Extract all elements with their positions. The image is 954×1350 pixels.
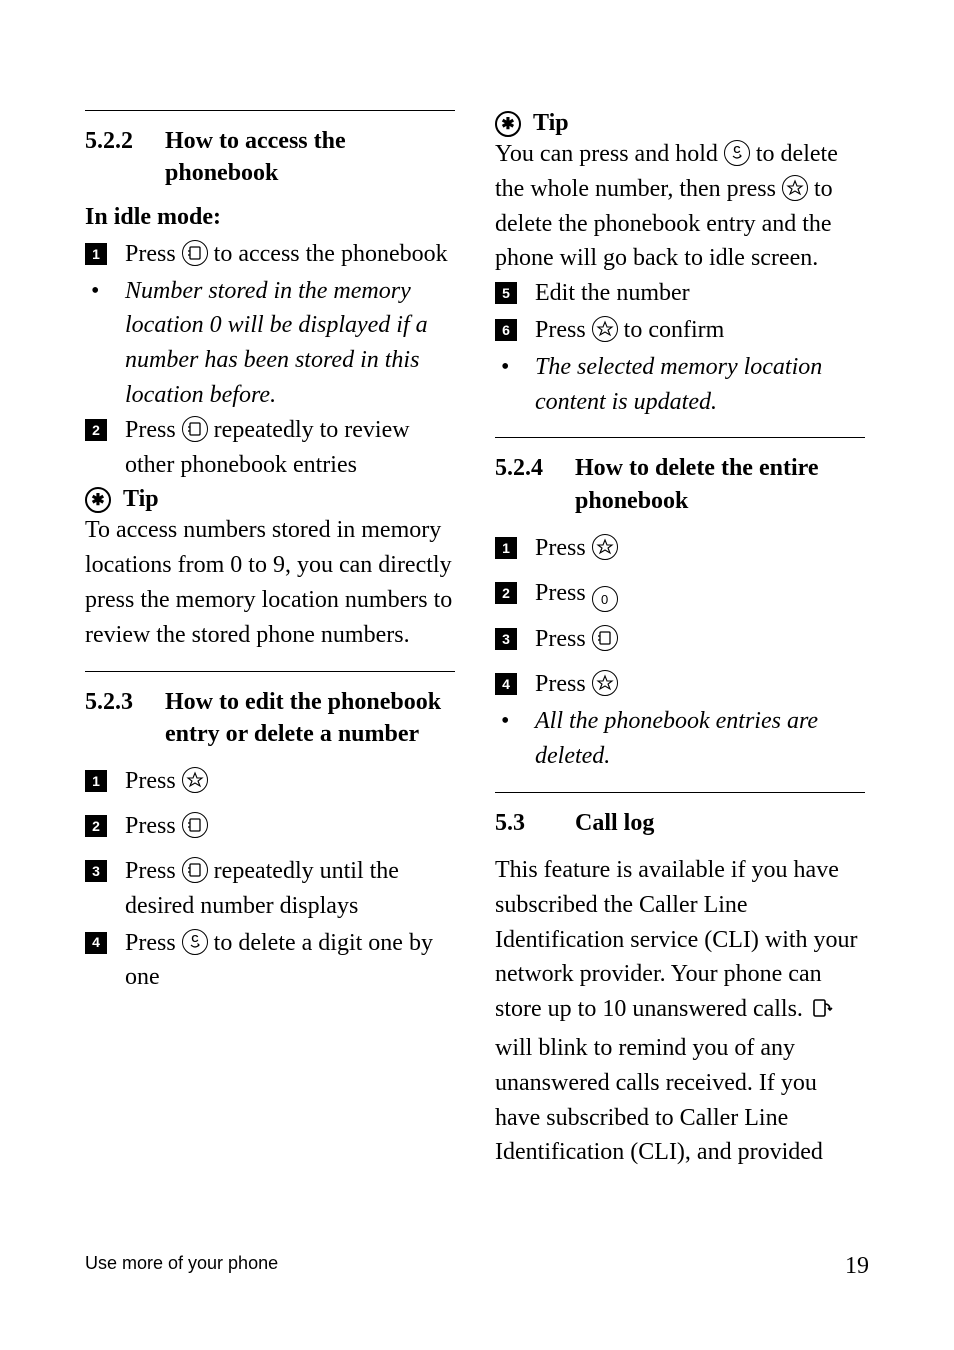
heading-number: 5.2.4 xyxy=(495,452,575,517)
tip-heading: ✱ Tip xyxy=(495,110,865,137)
step-text: Press repeatedly to review other phonebo… xyxy=(125,413,455,483)
step-badge: 4 xyxy=(495,673,517,695)
step-badge: 1 xyxy=(85,243,107,265)
divider xyxy=(85,671,455,672)
step-badge: 3 xyxy=(85,860,107,882)
tip-icon: ✱ xyxy=(85,487,111,513)
del-step-3: 3 Press xyxy=(495,622,865,657)
right-column: ✱ Tip You can press and hold to delete t… xyxy=(495,110,865,1170)
heading-number: 5.3 xyxy=(495,807,575,839)
tip-heading: ✱ Tip xyxy=(85,486,455,513)
tip-body: To access numbers stored in memory locat… xyxy=(85,513,455,652)
page-footer: Use more of your phone 19 xyxy=(85,1253,869,1280)
footer-section-label: Use more of your phone xyxy=(85,1253,278,1280)
del-step-2: 2 Press 0 xyxy=(495,576,865,613)
heading-title: How to delete the entire phonebook xyxy=(575,452,865,517)
step-text: Edit the number xyxy=(535,276,865,311)
note-text: The selected memory location content is … xyxy=(535,350,865,420)
step-6: 6 Press to confirm xyxy=(495,313,865,348)
program-icon xyxy=(592,534,618,560)
phonebook-icon xyxy=(182,857,208,883)
delete-icon xyxy=(182,929,208,955)
phonebook-icon xyxy=(592,625,618,651)
step-badge: 2 xyxy=(85,815,107,837)
heading-5-2-3: 5.2.3 How to edit the phonebook entry or… xyxy=(85,686,455,751)
note-text: Number stored in the memory location 0 w… xyxy=(125,274,455,413)
step-badge: 1 xyxy=(85,770,107,792)
heading-title: Call log xyxy=(575,807,865,839)
step-badge: 2 xyxy=(495,582,517,604)
heading-5-2-2: 5.2.2 How to access the phonebook xyxy=(85,110,455,190)
del-step-1: 1 Press xyxy=(495,531,865,566)
tip-label: Tip xyxy=(533,110,569,137)
heading-number: 5.2.2 xyxy=(85,125,165,190)
edit-step-2: 2 Press xyxy=(85,809,455,844)
page-body: 5.2.2 How to access the phonebook In idl… xyxy=(0,0,954,1170)
program-icon xyxy=(182,767,208,793)
step-text: Press to access the phonebook xyxy=(125,237,455,272)
page-number: 19 xyxy=(845,1253,869,1280)
step-1: 1 Press to access the phonebook xyxy=(85,237,455,272)
tip-body: You can press and hold to delete the who… xyxy=(495,137,865,276)
tip-label: Tip xyxy=(123,486,159,513)
step-2: 2 Press repeatedly to review other phone… xyxy=(85,413,455,483)
edit-step-3: 3 Press repeatedly until the desired num… xyxy=(85,854,455,924)
phonebook-icon xyxy=(182,240,208,266)
calllog-icon xyxy=(809,996,835,1031)
heading-title: How to access the phonebook xyxy=(165,125,455,190)
note-bullet: • All the phonebook entries are deleted. xyxy=(495,704,865,774)
left-column: 5.2.2 How to access the phonebook In idl… xyxy=(85,110,455,1170)
program-icon xyxy=(782,175,808,201)
idle-mode-label: In idle mode: xyxy=(85,204,455,231)
heading-5-2-4: 5.2.4 How to delete the entire phonebook xyxy=(495,437,865,517)
edit-step-4: 4 Press to delete a digit one by one xyxy=(85,926,455,996)
note-bullet: • The selected memory location content i… xyxy=(495,350,865,420)
step-badge: 3 xyxy=(495,628,517,650)
zero-key-icon: 0 xyxy=(592,586,618,612)
heading-title: How to edit the phonebook entry or delet… xyxy=(165,686,455,751)
call-log-body: This feature is available if you have su… xyxy=(495,853,865,1170)
del-step-4: 4 Press xyxy=(495,667,865,702)
step-badge: 4 xyxy=(85,932,107,954)
note-bullet: • Number stored in the memory location 0… xyxy=(85,274,455,413)
step-badge: 5 xyxy=(495,282,517,304)
tip-icon: ✱ xyxy=(495,111,521,137)
phonebook-icon xyxy=(182,812,208,838)
program-icon xyxy=(592,670,618,696)
note-text: All the phonebook entries are deleted. xyxy=(535,704,865,774)
step-5: 5 Edit the number xyxy=(495,276,865,311)
program-icon xyxy=(592,316,618,342)
edit-step-1: 1 Press xyxy=(85,764,455,799)
delete-icon xyxy=(724,140,750,166)
heading-number: 5.2.3 xyxy=(85,686,165,751)
heading-5-3: 5.3 Call log xyxy=(495,792,865,839)
phonebook-icon xyxy=(182,416,208,442)
step-badge: 1 xyxy=(495,537,517,559)
step-badge: 2 xyxy=(85,419,107,441)
step-badge: 6 xyxy=(495,319,517,341)
